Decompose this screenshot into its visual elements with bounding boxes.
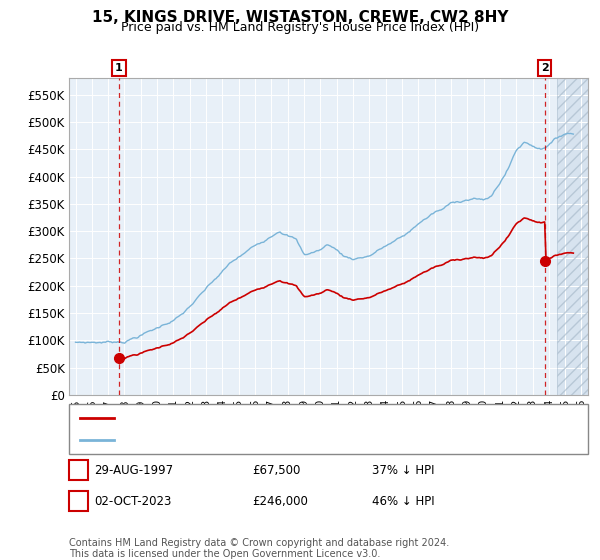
Text: 15, KINGS DRIVE, WISTASTON, CREWE, CW2 8HY: 15, KINGS DRIVE, WISTASTON, CREWE, CW2 8…: [92, 10, 508, 25]
Bar: [557, 78, 588, 395]
Text: Price paid vs. HM Land Registry's House Price Index (HPI): Price paid vs. HM Land Registry's House …: [121, 21, 479, 34]
Text: 46% ↓ HPI: 46% ↓ HPI: [372, 494, 434, 508]
Text: 1: 1: [74, 464, 83, 477]
Text: 1: 1: [115, 63, 123, 73]
Text: 37% ↓ HPI: 37% ↓ HPI: [372, 464, 434, 477]
Text: 29-AUG-1997: 29-AUG-1997: [94, 464, 173, 477]
Text: 2: 2: [74, 494, 83, 508]
Text: Contains HM Land Registry data © Crown copyright and database right 2024.
This d: Contains HM Land Registry data © Crown c…: [69, 538, 449, 559]
Text: £67,500: £67,500: [252, 464, 301, 477]
Bar: [557, 78, 588, 395]
Text: 2: 2: [541, 63, 548, 73]
Text: HPI: Average price, detached house, Cheshire East: HPI: Average price, detached house, Ches…: [120, 435, 403, 445]
Text: 02-OCT-2023: 02-OCT-2023: [94, 494, 172, 508]
Text: 15, KINGS DRIVE, WISTASTON, CREWE, CW2 8HY (detached house): 15, KINGS DRIVE, WISTASTON, CREWE, CW2 8…: [120, 413, 494, 423]
Text: £246,000: £246,000: [252, 494, 308, 508]
